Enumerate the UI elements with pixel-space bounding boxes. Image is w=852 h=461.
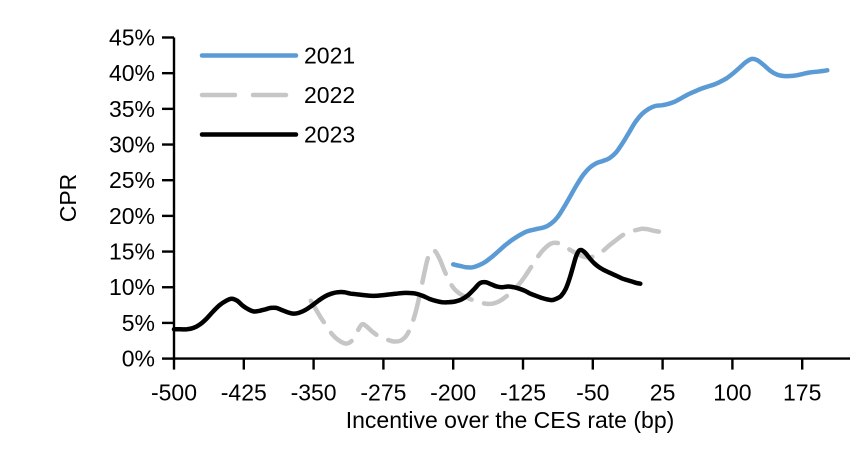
chart-canvas: 0% 5% 10% 15% 20% 25% 30% 35% 40% 45% -500 -425 -350… [55, 25, 850, 433]
cpr-incentive-line-chart: 0% 5% 10% 15% 20% 25% 30% 35% 40% 45% -500 -425 -350… [40, 16, 852, 445]
legend-label-2021: 2021 [304, 43, 355, 69]
y-tick-label: 0% [122, 346, 155, 372]
legend-item-2021: 2021 [199, 43, 355, 69]
legend-label-2023: 2023 [304, 122, 355, 148]
series-line-2021 [450, 56, 830, 270]
x-tick-label: -125 [500, 380, 546, 406]
legend: 2021 2022 2023 [199, 43, 355, 148]
x-tick-label: -350 [291, 380, 337, 406]
legend-item-2022: 2022 [199, 82, 355, 108]
y-tick-label: 20% [109, 203, 155, 229]
series-layer [171, 56, 830, 346]
legend-label-2022: 2022 [304, 82, 355, 108]
x-tick-label: 100 [713, 380, 751, 406]
y-tick-label: 40% [109, 60, 155, 86]
x-tick-label: -425 [221, 380, 267, 406]
y-tick-label: 25% [109, 167, 155, 193]
x-tick-label: -200 [430, 380, 476, 406]
x-axis-title: Incentive over the CES rate (bp) [346, 407, 675, 433]
series-line-2023 [171, 247, 643, 332]
axes-layer: 0% 5% 10% 15% 20% 25% 30% 35% 40% 45% -500 -425 -350… [109, 25, 850, 406]
y-tick-label: 10% [109, 274, 155, 300]
y-axis-title: CPR [55, 174, 81, 223]
series-line-2022 [308, 226, 662, 346]
x-tick-label: -500 [151, 380, 197, 406]
y-tick-label: 35% [109, 96, 155, 122]
y-tick-label: 15% [109, 239, 155, 265]
y-tick-label: 30% [109, 132, 155, 158]
legend-item-2023: 2023 [199, 122, 355, 148]
x-tick-label: 175 [783, 380, 821, 406]
y-tick-label: 5% [122, 310, 155, 336]
x-tick-label: -50 [576, 380, 609, 406]
x-tick-label: -275 [360, 380, 406, 406]
y-tick-label: 45% [109, 25, 155, 51]
x-tick-label: 25 [650, 380, 676, 406]
